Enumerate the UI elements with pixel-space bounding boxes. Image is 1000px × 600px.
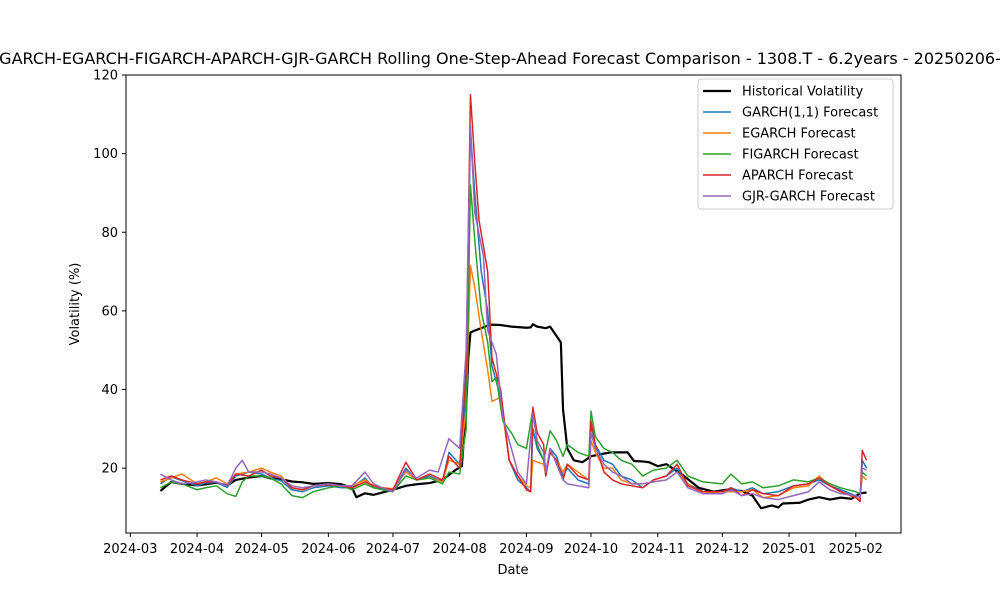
x-tick-label: 2024-09	[499, 542, 553, 557]
y-tick-label: 60	[101, 304, 118, 319]
legend-label: Historical Volatility	[742, 85, 863, 100]
series-lines	[159, 93, 868, 510]
series-line-aparch-forecast	[160, 93, 868, 503]
series-line-figarch-forecast	[160, 184, 868, 499]
x-tick-label: 2024-03	[103, 542, 157, 557]
y-axis-ticks: 20 40 60 80 100 120	[93, 69, 126, 477]
legend-label: FIGARCH Forecast	[742, 148, 859, 163]
y-tick-label: 100	[93, 147, 118, 162]
y-tick-label: 120	[93, 69, 118, 84]
x-tick-label: 2025-01	[762, 542, 816, 557]
x-tick-label: 2024-10	[564, 542, 618, 557]
y-axis-label: Volatility (%)	[68, 263, 83, 346]
legend-label: GJR-GARCH Forecast	[742, 190, 875, 205]
x-tick-label: 2024-07	[366, 542, 420, 557]
y-tick-label: 40	[101, 383, 118, 398]
y-tick-label: 80	[101, 226, 118, 241]
legend-label: GARCH(1,1) Forecast	[742, 106, 878, 121]
x-tick-label: 2024-05	[234, 542, 288, 557]
x-axis-label: Date	[497, 563, 528, 578]
x-tick-label: 2024-04	[170, 542, 224, 557]
chart-title: GARCH-EGARCH-FIGARCH-APARCH-GJR-GARCH Ro…	[0, 49, 1000, 68]
x-tick-label: 2024-06	[301, 542, 355, 557]
y-tick-label: 20	[101, 462, 118, 477]
x-tick-label: 2025-02	[829, 542, 883, 557]
axes-frame	[125, 74, 902, 534]
legend-frame	[697, 78, 894, 210]
series-line-gjr-garch-forecast	[160, 125, 867, 501]
legend-label: APARCH Forecast	[742, 169, 853, 184]
series-line-garch-1-1-forecast	[160, 129, 868, 499]
plot-area: 2024-03 2024-04 2024-05 2024-06 2024-07 2024-…	[93, 69, 902, 557]
legend: Historical Volatility GARCH(1,1) Forecast…	[697, 78, 894, 210]
x-tick-label: 2024-08	[433, 542, 487, 557]
x-tick-label: 2024-12	[695, 542, 749, 557]
x-axis-ticks: 2024-03 2024-04 2024-05 2024-06 2024-07 2024-…	[103, 533, 883, 557]
x-tick-label: 2024-11	[631, 542, 685, 557]
legend-label: EGARCH Forecast	[742, 127, 856, 142]
